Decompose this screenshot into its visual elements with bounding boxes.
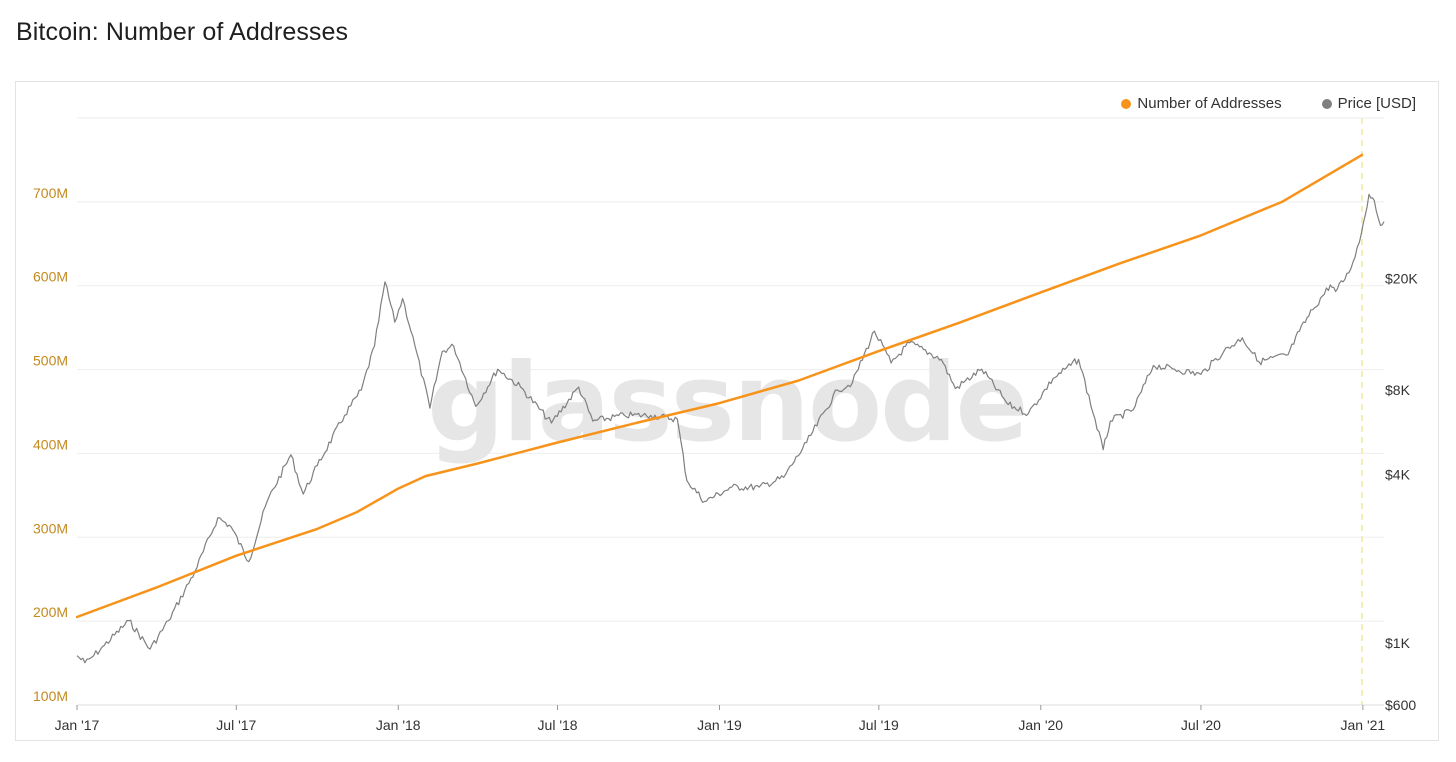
x-axis-tick-label: Jan '19 (697, 717, 742, 733)
left-axis-tick-label: 500M (33, 353, 68, 369)
x-axis-tick-label: Jan '20 (1018, 717, 1063, 733)
legend-dot-icon (1121, 98, 1132, 109)
chart-frame (15, 81, 1439, 741)
left-axis-tick-label: 200M (33, 604, 68, 620)
left-axis-tick-label: 100M (33, 688, 68, 704)
left-axis: 100M 200M 300M 400M 500M 600M 700M (33, 185, 68, 704)
x-axis-tick-label: Jan '17 (55, 717, 100, 733)
price-series-line (76, 193, 1385, 664)
left-axis-tick-label: 600M (33, 269, 68, 285)
right-axis-tick-label: $8K (1385, 382, 1411, 398)
series-layer (75, 153, 1385, 664)
watermark-logo: glassnode (427, 341, 1026, 466)
legend: Number of Addresses Price [USD] (1121, 95, 1416, 112)
page-title: Bitcoin: Number of Addresses (16, 18, 349, 46)
x-axis-tick-label: Jul '18 (538, 717, 578, 733)
x-axis-tick-label: Jul '19 (859, 717, 899, 733)
x-axis-tick-label: Jul '20 (1181, 717, 1221, 733)
left-axis-tick-label: 700M (33, 185, 68, 201)
x-axis-tick-label: Jan '18 (376, 717, 421, 733)
legend-dot-icon (1321, 98, 1332, 109)
legend-item-addresses[interactable]: Number of Addresses (1121, 95, 1282, 112)
addresses-series-line (75, 153, 1364, 619)
right-axis-tick-label: $20K (1385, 271, 1418, 287)
legend-label: Price [USD] (1337, 95, 1416, 112)
x-axis-tick-label: Jul '17 (216, 717, 256, 733)
legend-label: Number of Addresses (1137, 95, 1282, 112)
legend-item-price[interactable]: Price [USD] (1321, 95, 1416, 112)
watermark-layer: glassnode (427, 341, 1028, 466)
x-axis-tick-label: Jan '21 (1341, 717, 1386, 733)
left-axis-tick-label: 300M (33, 520, 68, 536)
right-axis: $600 $1K $4K $8K $20K (1385, 271, 1418, 713)
right-axis-tick-label: $4K (1385, 466, 1411, 482)
right-axis-tick-label: $600 (1385, 697, 1416, 713)
left-axis-tick-label: 400M (33, 436, 68, 452)
right-axis-tick-label: $1K (1385, 635, 1411, 651)
x-axis: Jan '17 Jul '17 Jan '18 Jul '18 Jan '19 Jul '… (55, 704, 1386, 733)
